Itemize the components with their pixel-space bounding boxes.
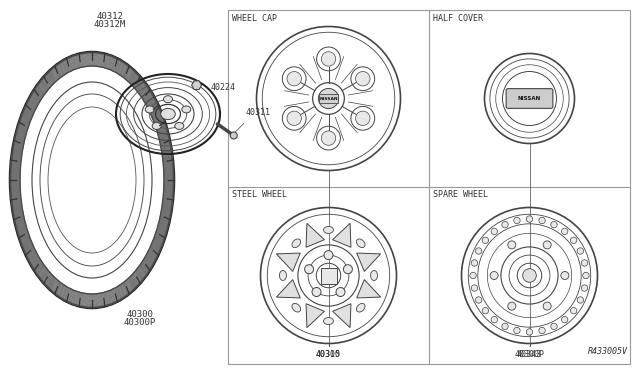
Text: R433005V: R433005V: [588, 347, 628, 356]
Ellipse shape: [161, 108, 175, 120]
Polygon shape: [356, 253, 381, 272]
Text: NISSAN: NISSAN: [319, 96, 338, 100]
Text: 40300: 40300: [316, 350, 341, 359]
Circle shape: [471, 260, 477, 266]
Ellipse shape: [323, 227, 333, 234]
Text: 40312M: 40312M: [94, 20, 126, 29]
Circle shape: [581, 260, 588, 266]
Text: STEEL WHEEL: STEEL WHEEL: [232, 190, 287, 199]
Bar: [319, 94, 338, 103]
Circle shape: [287, 71, 301, 86]
Circle shape: [577, 297, 584, 303]
Circle shape: [491, 317, 497, 323]
Circle shape: [502, 323, 508, 330]
Ellipse shape: [356, 239, 365, 248]
Circle shape: [583, 272, 589, 279]
Circle shape: [471, 285, 477, 291]
Circle shape: [321, 131, 336, 145]
Circle shape: [319, 89, 339, 109]
Ellipse shape: [323, 318, 333, 324]
Text: 40311: 40311: [246, 109, 271, 118]
Circle shape: [336, 288, 345, 296]
Circle shape: [482, 237, 488, 244]
FancyBboxPatch shape: [506, 89, 553, 108]
Circle shape: [539, 327, 545, 334]
Circle shape: [491, 228, 497, 235]
Polygon shape: [356, 280, 381, 298]
Circle shape: [321, 52, 336, 66]
Circle shape: [508, 241, 516, 249]
Ellipse shape: [356, 304, 365, 312]
Circle shape: [312, 288, 321, 296]
Polygon shape: [276, 253, 300, 272]
Circle shape: [543, 241, 551, 249]
Circle shape: [577, 248, 584, 254]
Circle shape: [570, 308, 577, 314]
Ellipse shape: [280, 270, 287, 280]
Circle shape: [514, 217, 520, 224]
Circle shape: [539, 217, 545, 224]
Text: 40343: 40343: [517, 350, 542, 359]
Text: 40300P: 40300P: [515, 350, 545, 359]
Polygon shape: [306, 304, 324, 328]
Text: 40300P: 40300P: [124, 318, 156, 327]
Text: 40315: 40315: [316, 350, 341, 359]
Circle shape: [551, 221, 557, 228]
Polygon shape: [276, 280, 300, 298]
Text: HALF COVER: HALF COVER: [433, 14, 483, 23]
Circle shape: [551, 323, 557, 330]
Bar: [321, 267, 337, 283]
Circle shape: [502, 221, 508, 228]
Circle shape: [526, 216, 532, 222]
Circle shape: [287, 111, 301, 125]
Circle shape: [344, 265, 353, 274]
Text: 40224: 40224: [211, 83, 236, 92]
Circle shape: [476, 248, 482, 254]
Circle shape: [356, 111, 370, 125]
Bar: [228, 10, 630, 364]
Ellipse shape: [292, 239, 301, 248]
Polygon shape: [333, 223, 351, 247]
Ellipse shape: [163, 96, 173, 103]
Circle shape: [523, 269, 536, 282]
Circle shape: [526, 329, 532, 335]
Circle shape: [305, 265, 314, 274]
Circle shape: [476, 297, 482, 303]
Circle shape: [490, 272, 498, 279]
Text: 40312: 40312: [97, 12, 124, 21]
Polygon shape: [333, 304, 351, 328]
Ellipse shape: [145, 106, 154, 113]
Circle shape: [470, 272, 476, 279]
Circle shape: [581, 285, 588, 291]
Circle shape: [570, 237, 577, 244]
Polygon shape: [306, 223, 324, 247]
Circle shape: [561, 317, 568, 323]
Circle shape: [514, 327, 520, 334]
Circle shape: [324, 251, 333, 260]
Circle shape: [561, 228, 568, 235]
Text: NISSAN: NISSAN: [518, 96, 541, 101]
Text: SPARE WHEEL: SPARE WHEEL: [433, 190, 488, 199]
Ellipse shape: [371, 270, 378, 280]
Ellipse shape: [292, 304, 301, 312]
Circle shape: [482, 308, 488, 314]
Ellipse shape: [152, 122, 161, 129]
Circle shape: [508, 302, 516, 310]
Circle shape: [561, 272, 569, 279]
Ellipse shape: [182, 106, 191, 113]
Circle shape: [543, 302, 551, 310]
Circle shape: [356, 71, 370, 86]
Ellipse shape: [175, 122, 184, 129]
Polygon shape: [191, 81, 202, 90]
Circle shape: [230, 132, 237, 139]
Text: 40300: 40300: [127, 310, 154, 319]
Text: WHEEL CAP: WHEEL CAP: [232, 14, 277, 23]
